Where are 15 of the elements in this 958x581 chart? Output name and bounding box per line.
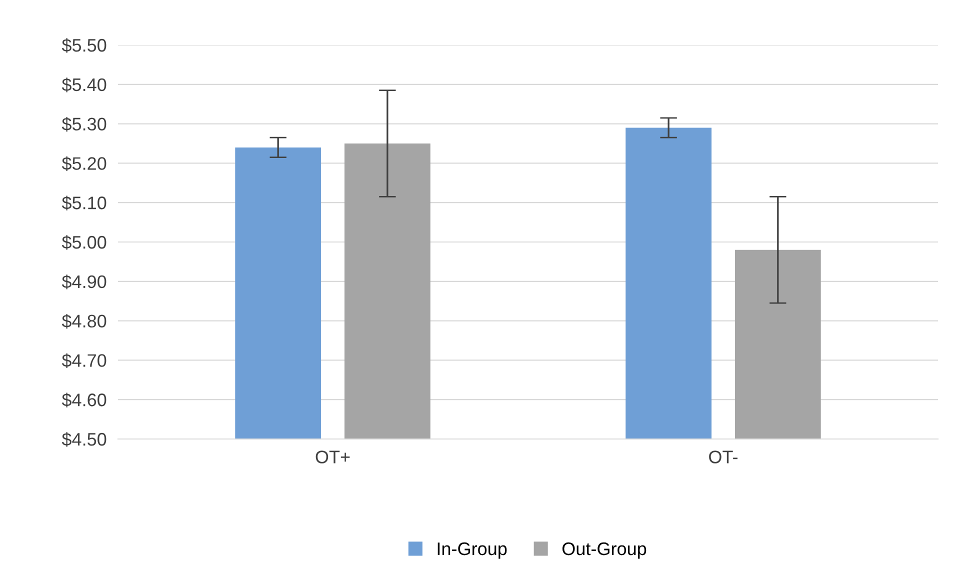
y-tick-label: $5.00 (62, 235, 106, 250)
y-tick-label: $5.20 (62, 156, 106, 171)
y-tick-label: $4.70 (62, 353, 106, 368)
y-tick-label: $5.40 (62, 78, 106, 92)
y-tick-label: $4.60 (62, 392, 106, 408)
y-tick-label: $5.30 (62, 116, 106, 132)
legend-label: In-Group (438, 542, 507, 559)
legend-label: Out-Group (562, 542, 646, 559)
y-tick-label: $4.80 (62, 314, 106, 329)
x-tick-label: OT+ (316, 450, 350, 464)
y-tick-label: $4.50 (62, 432, 106, 447)
y-tick-label: $4.90 (62, 274, 106, 290)
x-tick-label: OT- (709, 450, 738, 464)
y-tick-label: $5.10 (62, 196, 106, 210)
y-tick-label: $5.50 (62, 38, 106, 53)
